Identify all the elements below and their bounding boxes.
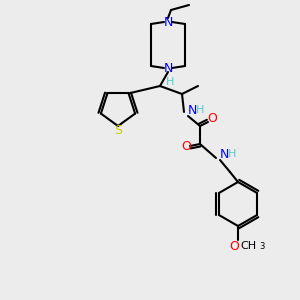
Text: O: O (207, 112, 217, 124)
Text: S: S (114, 124, 122, 136)
Text: N: N (219, 148, 229, 160)
Text: O: O (229, 239, 239, 253)
Text: 3: 3 (259, 242, 264, 251)
Text: CH: CH (240, 241, 256, 251)
Text: N: N (163, 16, 173, 28)
Text: H: H (228, 149, 236, 159)
Text: H: H (166, 77, 174, 87)
Text: O: O (181, 140, 191, 152)
Text: N: N (163, 61, 173, 74)
Text: N: N (187, 103, 197, 116)
Text: H: H (196, 105, 204, 115)
